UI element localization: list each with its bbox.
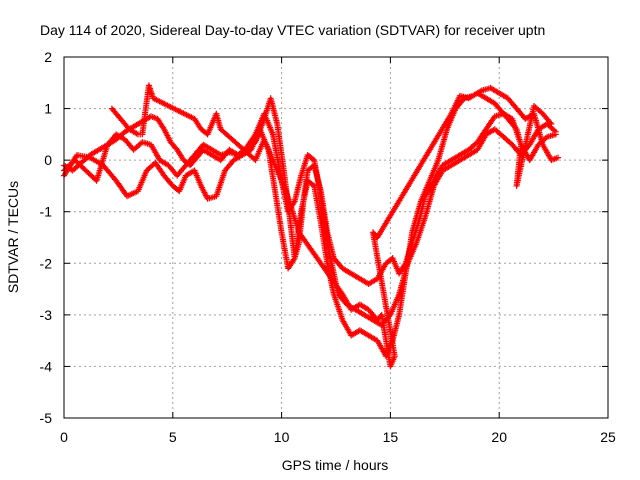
y-tick-label: 1 xyxy=(44,101,52,117)
y-tick-label: 2 xyxy=(44,49,52,65)
x-tick-label: 25 xyxy=(600,429,616,445)
axes: 0 5 10 15 20 25 -5 -4 -3 -2 -1 0 1 2 xyxy=(40,49,616,445)
y-tick-label: -3 xyxy=(40,307,53,323)
x-tick-label: 5 xyxy=(169,429,177,445)
x-tick-label: 10 xyxy=(274,429,290,445)
plot-area xyxy=(61,82,561,370)
x-tick-label: 15 xyxy=(383,429,399,445)
y-tick-label: -1 xyxy=(40,204,53,220)
x-tick-label: 0 xyxy=(60,429,68,445)
chart-title: Day 114 of 2020, Sidereal Day-to-day VTE… xyxy=(40,22,545,38)
grid xyxy=(64,57,608,418)
y-tick-label: -4 xyxy=(40,358,53,374)
x-tick-label: 20 xyxy=(491,429,507,445)
y-axis-label: SDTVAR / TECUs xyxy=(5,181,21,293)
y-tick-label: 0 xyxy=(44,152,52,168)
y-tick-label: -5 xyxy=(40,410,53,426)
data-markers xyxy=(61,82,561,370)
x-axis-label: GPS time / hours xyxy=(282,457,389,473)
y-tick-label: -2 xyxy=(40,255,53,271)
plot-frame xyxy=(63,56,609,419)
